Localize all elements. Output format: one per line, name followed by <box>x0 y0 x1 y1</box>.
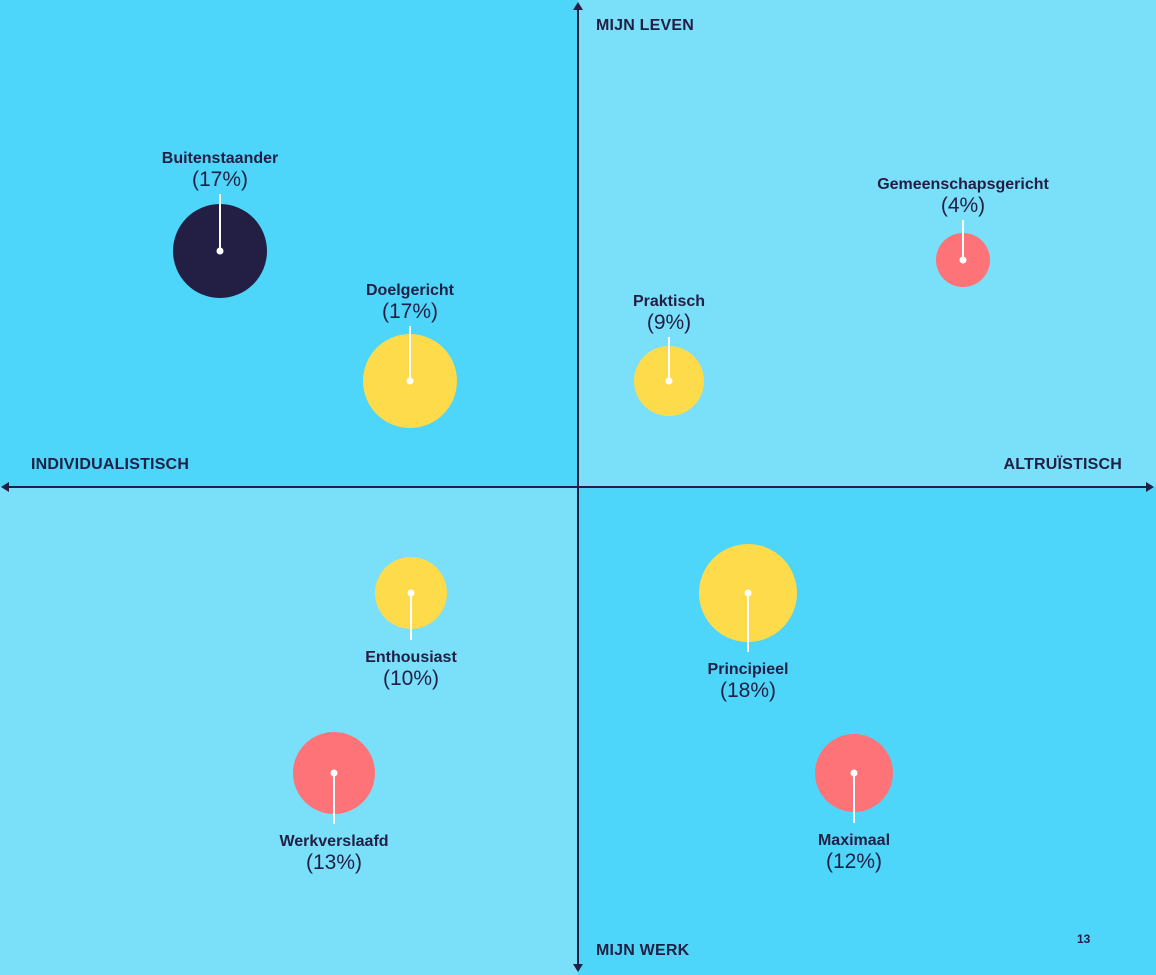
segment-label: Principieel (18%) <box>708 659 789 701</box>
segment-percentage: (17%) <box>191 168 249 191</box>
segment-percentage: (9%) <box>646 311 692 334</box>
arrow-up-icon <box>573 2 583 10</box>
segment-name: Maximaal <box>817 832 891 849</box>
axis-label-top: MIJN LEVEN <box>596 17 695 34</box>
arrow-down-icon <box>573 964 583 972</box>
bubble-center-dot <box>850 769 858 777</box>
segment-percentage: (12%) <box>825 850 883 873</box>
segment-name: Werkverslaafd <box>279 833 389 850</box>
bubble-center-dot <box>665 377 673 385</box>
axis-label-left: INDIVIDUALISTISCH <box>31 456 190 473</box>
bubble-center-dot <box>216 247 224 255</box>
segment-label: Gemeenschapsgericht (4%) <box>877 174 1049 216</box>
bubble-center-dot <box>744 589 752 597</box>
arrow-left-icon <box>1 482 9 492</box>
segment-name: Gemeenschapsgericht <box>877 176 1049 193</box>
bubble-center-dot <box>406 377 414 385</box>
bubble-center-dot <box>407 589 415 597</box>
arrow-right-icon <box>1146 482 1154 492</box>
segment-percentage: (13%) <box>305 851 363 874</box>
segment-name: Praktisch <box>632 293 706 310</box>
segment-label: Praktisch (9%) <box>633 291 705 333</box>
segment-percentage: (18%) <box>719 679 777 702</box>
segment-label: Buitenstaander (17%) <box>162 148 278 190</box>
quadrant-bottom-right <box>578 487 1156 975</box>
page-number: 13 <box>1077 932 1091 946</box>
quadrant-top-left <box>0 0 578 487</box>
segment-label: Werkverslaafd (13%) <box>279 831 388 873</box>
axis-label-bottom: MIJN WERK <box>596 942 690 959</box>
segment-name: Principieel <box>707 661 789 678</box>
quadrant-bottom-left <box>0 487 578 975</box>
segment-label: Doelgericht (17%) <box>366 280 454 322</box>
bubble-center-dot <box>330 769 338 777</box>
segment-label: Maximaal (12%) <box>818 830 890 872</box>
segment-percentage: (4%) <box>940 194 986 217</box>
segment-name: Buitenstaander <box>161 150 279 167</box>
segment-label: Enthousiast (10%) <box>365 647 457 689</box>
segment-name: Enthousiast <box>365 649 457 666</box>
bubble-center-dot <box>959 256 967 264</box>
axis-label-right: ALTRUÏSTISCH <box>1003 456 1122 473</box>
segment-name: Doelgericht <box>365 282 455 299</box>
segment-percentage: (17%) <box>381 300 439 323</box>
segment-percentage: (10%) <box>382 667 440 690</box>
